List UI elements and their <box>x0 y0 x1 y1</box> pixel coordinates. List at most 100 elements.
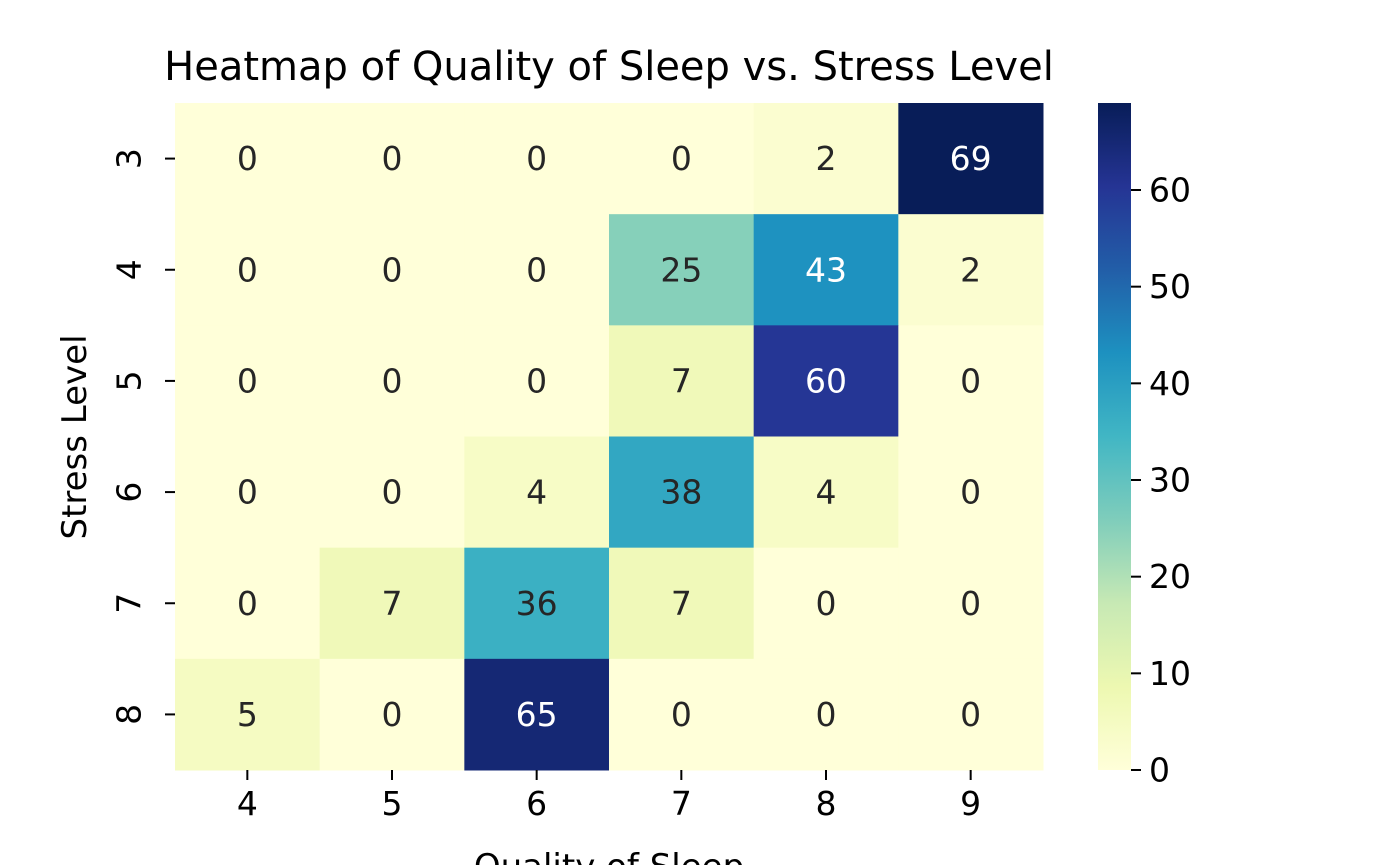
heatmap-cell <box>175 658 321 771</box>
heatmap-cell <box>319 436 465 549</box>
heatmap-cell <box>753 214 899 326</box>
heatmap-cell-label: 65 <box>516 695 558 734</box>
heatmap-cell-label: 0 <box>526 361 547 400</box>
heatmap-cell <box>753 436 899 549</box>
heatmap-cell <box>175 436 321 549</box>
heatmap-cell-label: 7 <box>671 361 692 400</box>
colorbar-tick-label: 10 <box>1149 654 1191 693</box>
y-tick-label: 5 <box>110 370 149 391</box>
heatmap-cell-label: 38 <box>660 473 702 512</box>
heatmap-cell-label: 0 <box>960 361 981 400</box>
heatmap-cell <box>753 103 899 215</box>
x-axis-label: Quality of Sleep <box>474 847 744 865</box>
heatmap-cell-label: 7 <box>382 584 403 623</box>
heatmap-cell-label: 2 <box>960 250 981 289</box>
heatmap-cell <box>464 436 610 549</box>
heatmap-cell-label: 0 <box>237 584 258 623</box>
heatmap-cell-label: 7 <box>671 584 692 623</box>
heatmap-cell <box>609 436 755 549</box>
heatmap-cell-label: 0 <box>671 695 692 734</box>
heatmap-cell <box>898 325 1044 437</box>
heatmap-cell <box>898 658 1044 771</box>
colorbar-tick-label: 30 <box>1149 461 1191 500</box>
x-tick-label: 7 <box>671 784 692 823</box>
heatmap-cell <box>319 214 465 326</box>
heatmap-cell-label: 0 <box>237 473 258 512</box>
heatmap-cell <box>609 214 755 326</box>
heatmap-cell <box>753 547 899 660</box>
heatmap-cell-label: 4 <box>816 473 837 512</box>
heatmap-cell-label: 0 <box>816 584 837 623</box>
heatmap-cell-label: 0 <box>526 250 547 289</box>
heatmap-cell <box>609 547 755 660</box>
colorbar-tick-label: 0 <box>1149 751 1170 790</box>
heatmap-cell-label: 0 <box>237 361 258 400</box>
heatmap-cell-label: 0 <box>816 695 837 734</box>
heatmap-cell-label: 4 <box>526 473 547 512</box>
heatmap-cell-label: 60 <box>805 361 847 400</box>
x-tick-label: 4 <box>237 784 258 823</box>
heatmap-cell-label: 0 <box>960 584 981 623</box>
chart-title: Heatmap of Quality of Sleep vs. Stress L… <box>164 44 1054 90</box>
x-tick-label: 9 <box>960 784 981 823</box>
heatmap-cell-label: 0 <box>960 473 981 512</box>
heatmap-cell <box>898 436 1044 549</box>
heatmap-cell-label: 2 <box>816 139 837 178</box>
heatmap-cell <box>609 103 755 215</box>
heatmap-cell-label: 36 <box>516 584 558 623</box>
heatmap-cell-label: 25 <box>660 250 702 289</box>
heatmap-cell <box>464 658 610 771</box>
heatmap-cell <box>464 103 610 215</box>
y-axis-label: Stress Level <box>55 334 95 539</box>
heatmap-cell <box>319 658 465 771</box>
colorbar-tick-label: 20 <box>1149 557 1191 596</box>
y-tick-label: 4 <box>110 259 149 280</box>
heatmap-cell <box>175 103 321 215</box>
heatmap-cell-label: 0 <box>382 473 403 512</box>
heatmap-cell-label: 0 <box>237 250 258 289</box>
colorbar <box>1098 103 1131 770</box>
heatmap-cell <box>898 214 1044 326</box>
colorbar-tick-label: 50 <box>1149 267 1191 306</box>
colorbar-tick-label: 40 <box>1149 364 1191 403</box>
heatmap-cell-label: 0 <box>382 361 403 400</box>
heatmap-cell <box>898 103 1044 215</box>
y-tick-label: 8 <box>110 704 149 725</box>
heatmap-cells <box>175 103 1044 771</box>
heatmap-cell <box>175 214 321 326</box>
heatmap-cell-label: 0 <box>671 139 692 178</box>
heatmap-cell <box>753 325 899 437</box>
y-tick-label: 3 <box>110 148 149 169</box>
heatmap-cell-label: 0 <box>960 695 981 734</box>
heatmap-cell-label: 0 <box>382 695 403 734</box>
heatmap-cell <box>319 103 465 215</box>
heatmap-cell <box>175 325 321 437</box>
heatmap-cell <box>609 658 755 771</box>
y-axis: 3 4 5 6 7 8 <box>110 148 175 725</box>
heatmap-cell <box>319 325 465 437</box>
y-tick-label: 6 <box>110 482 149 503</box>
heatmap-cell-label: 0 <box>382 250 403 289</box>
heatmap-cell <box>609 325 755 437</box>
heatmap-cell <box>753 658 899 771</box>
heatmap-cell <box>898 547 1044 660</box>
heatmap-cell-labels: 0 0 0 0 2 69 0 0 0 25 43 2 0 0 0 7 60 0 0 0 4 38 4 0 0 7 36 7 0 0 5 0 65… <box>237 139 992 734</box>
heatmap-cell <box>175 547 321 660</box>
heatmap-cell-label: 43 <box>805 250 847 289</box>
x-tick-label: 5 <box>382 784 403 823</box>
colorbar-ticks: 0 10 20 30 40 50 60 <box>1131 171 1191 790</box>
heatmap-cell <box>464 547 610 660</box>
y-tick-label: 7 <box>110 593 149 614</box>
heatmap-cell <box>319 547 465 660</box>
x-axis: 4 5 6 7 8 9 <box>237 770 981 823</box>
heatmap-cell <box>464 214 610 326</box>
x-tick-label: 8 <box>816 784 837 823</box>
colorbar-tick-label: 60 <box>1149 171 1191 210</box>
x-tick-label: 6 <box>526 784 547 823</box>
heatmap-cell-label: 69 <box>950 139 992 178</box>
heatmap-cell-label: 5 <box>237 695 258 734</box>
heatmap-cell <box>464 325 610 437</box>
heatmap-cell-label: 0 <box>526 139 547 178</box>
